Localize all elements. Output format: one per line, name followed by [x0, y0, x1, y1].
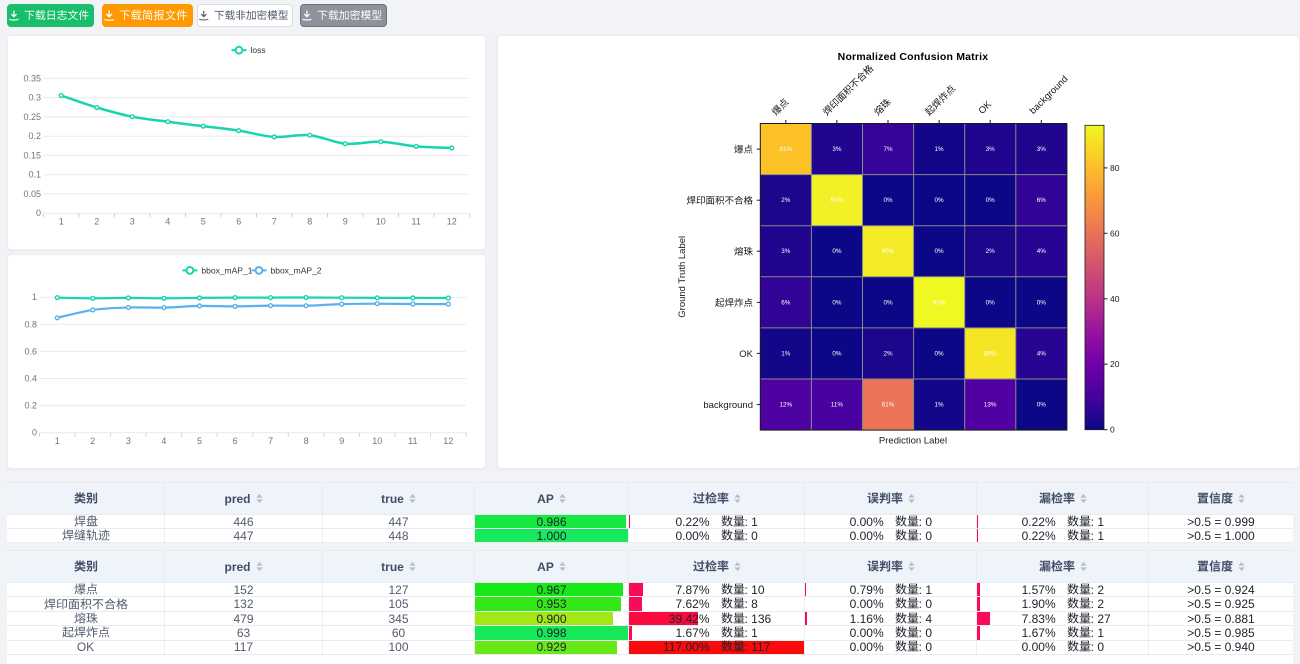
svg-text:Normalized Confusion Matrix: Normalized Confusion Matrix — [838, 51, 989, 63]
svg-text:6: 6 — [233, 436, 238, 446]
svg-text:bbox_mAP_2: bbox_mAP_2 — [271, 265, 322, 275]
svg-text:3%: 3% — [986, 146, 996, 153]
svg-text:20: 20 — [1110, 359, 1120, 369]
svg-text:1%: 1% — [781, 350, 791, 357]
svg-text:0: 0 — [32, 428, 37, 438]
svg-text:0%: 0% — [986, 299, 996, 306]
svg-text:0%: 0% — [883, 299, 893, 306]
svg-text:80: 80 — [1110, 163, 1120, 173]
svg-text:12: 12 — [447, 217, 457, 227]
svg-text:7: 7 — [268, 436, 273, 446]
svg-text:7: 7 — [272, 217, 277, 227]
svg-text:11: 11 — [412, 217, 421, 227]
svg-text:0%: 0% — [883, 197, 893, 204]
svg-text:Prediction Label: Prediction Label — [879, 436, 947, 447]
svg-text:0%: 0% — [832, 299, 842, 306]
svg-text:9: 9 — [339, 436, 344, 446]
svg-text:0%: 0% — [986, 197, 996, 204]
svg-text:91%: 91% — [831, 197, 844, 204]
svg-text:89%: 89% — [984, 350, 997, 357]
svg-text:background: background — [1028, 74, 1071, 117]
svg-text:0.1: 0.1 — [28, 170, 41, 180]
svg-text:0%: 0% — [1037, 299, 1047, 306]
svg-text:7%: 7% — [883, 146, 893, 153]
svg-text:81%: 81% — [779, 146, 792, 153]
svg-text:90%: 90% — [882, 248, 895, 255]
svg-text:2%: 2% — [883, 350, 893, 357]
svg-text:bbox_mAP_1: bbox_mAP_1 — [201, 265, 252, 275]
svg-text:3: 3 — [126, 436, 131, 446]
svg-text:1%: 1% — [935, 402, 945, 409]
svg-text:0.2: 0.2 — [28, 131, 41, 141]
svg-text:5: 5 — [197, 436, 202, 446]
svg-text:6%: 6% — [1037, 197, 1047, 204]
svg-text:0%: 0% — [935, 197, 945, 204]
svg-text:0.25: 0.25 — [23, 112, 41, 122]
svg-text:13%: 13% — [984, 402, 997, 409]
svg-text:0.4: 0.4 — [24, 374, 37, 384]
svg-text:4: 4 — [165, 217, 170, 227]
svg-text:8: 8 — [307, 217, 312, 227]
svg-text:3%: 3% — [1037, 146, 1047, 153]
svg-text:0%: 0% — [832, 350, 842, 357]
svg-text:background: background — [703, 400, 753, 411]
svg-text:1: 1 — [55, 436, 60, 446]
svg-text:1: 1 — [59, 217, 64, 227]
svg-text:5: 5 — [201, 217, 206, 227]
svg-text:0%: 0% — [1037, 402, 1047, 409]
svg-text:0.35: 0.35 — [23, 73, 41, 83]
svg-text:loss: loss — [251, 45, 266, 55]
svg-text:Ground Truth Label: Ground Truth Label — [677, 236, 688, 318]
svg-text:40: 40 — [1110, 294, 1120, 304]
svg-text:0: 0 — [1110, 425, 1115, 435]
svg-text:61%: 61% — [882, 402, 895, 409]
svg-text:0%: 0% — [935, 350, 945, 357]
svg-text:2%: 2% — [781, 197, 791, 204]
svg-text:93%: 93% — [933, 299, 946, 306]
svg-text:1: 1 — [32, 292, 37, 302]
svg-text:0: 0 — [36, 208, 41, 218]
svg-text:OK: OK — [977, 99, 995, 117]
svg-text:OK: OK — [739, 349, 753, 360]
svg-text:4%: 4% — [1037, 248, 1047, 255]
svg-text:1%: 1% — [935, 146, 945, 153]
svg-text:10: 10 — [376, 217, 386, 227]
svg-text:0.2: 0.2 — [24, 401, 37, 411]
svg-text:0%: 0% — [832, 248, 842, 255]
svg-text:2: 2 — [94, 217, 99, 227]
svg-text:12: 12 — [443, 436, 453, 446]
svg-text:0.3: 0.3 — [28, 93, 41, 103]
svg-text:0%: 0% — [935, 248, 945, 255]
svg-text:6%: 6% — [781, 299, 791, 306]
svg-text:10: 10 — [372, 436, 382, 446]
svg-text:3%: 3% — [832, 146, 842, 153]
svg-text:4: 4 — [161, 436, 166, 446]
svg-text:12%: 12% — [779, 402, 792, 409]
svg-text:9: 9 — [343, 217, 348, 227]
svg-text:60: 60 — [1110, 228, 1120, 238]
svg-text:8: 8 — [304, 436, 309, 446]
svg-text:2: 2 — [90, 436, 95, 446]
svg-text:0.05: 0.05 — [23, 189, 41, 199]
svg-text:0.8: 0.8 — [24, 319, 37, 329]
svg-text:4%: 4% — [1037, 350, 1047, 357]
svg-text:11%: 11% — [831, 402, 844, 409]
svg-text:3: 3 — [130, 217, 135, 227]
svg-text:2%: 2% — [986, 248, 996, 255]
svg-text:3%: 3% — [781, 248, 791, 255]
svg-text:0.15: 0.15 — [23, 150, 41, 160]
svg-text:0.6: 0.6 — [24, 346, 37, 356]
svg-text:6: 6 — [236, 217, 241, 227]
svg-text:11: 11 — [408, 436, 417, 446]
